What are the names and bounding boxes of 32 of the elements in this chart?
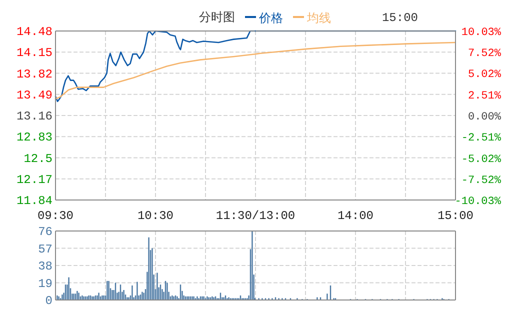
x-tick-label: 14:00 [337,209,374,223]
y-tick-label: 38 [38,260,52,274]
text: 5.02% [468,69,501,82]
y-tick-label: 76 [38,225,52,239]
x-tick-label: 15:00 [437,209,474,223]
x-tick-label: 10:30 [137,209,174,223]
y-tick-label: 14.48 [16,25,52,39]
y-tick-label: 13.49 [16,88,52,102]
text: -2.51% [461,132,501,145]
y-tick-label: 19 [38,276,52,291]
text: 10.03% [461,27,501,39]
y-tick-label: 14.15 [16,46,52,60]
text: -7.52% [461,174,501,187]
legend-label: 价格 [258,11,283,25]
x-tick-label: 11:30/13:00 [216,209,296,223]
y-tick-label: 12.17 [16,172,52,187]
text: 15:00 [382,11,418,25]
y-tick-label: 13.16 [16,110,52,124]
y-tick-label: 12.83 [16,130,52,145]
text: 7.52% [468,48,501,60]
text: -5.02% [461,154,501,166]
y-tick-label: 0 [45,294,52,308]
y-tick-label: 11.84 [16,194,52,208]
y-tick-label: 12.5 [24,152,52,166]
y-tick-label: 57 [38,242,52,256]
y-tick-label: 13.82 [16,67,52,82]
x-tick-label: 09:30 [37,209,74,223]
chart-title: 分时图 [199,10,235,24]
text: 2.51% [468,90,501,102]
legend-label: 均线 [306,11,331,25]
text: -10.03% [454,196,501,208]
text: 0.00% [468,112,501,124]
